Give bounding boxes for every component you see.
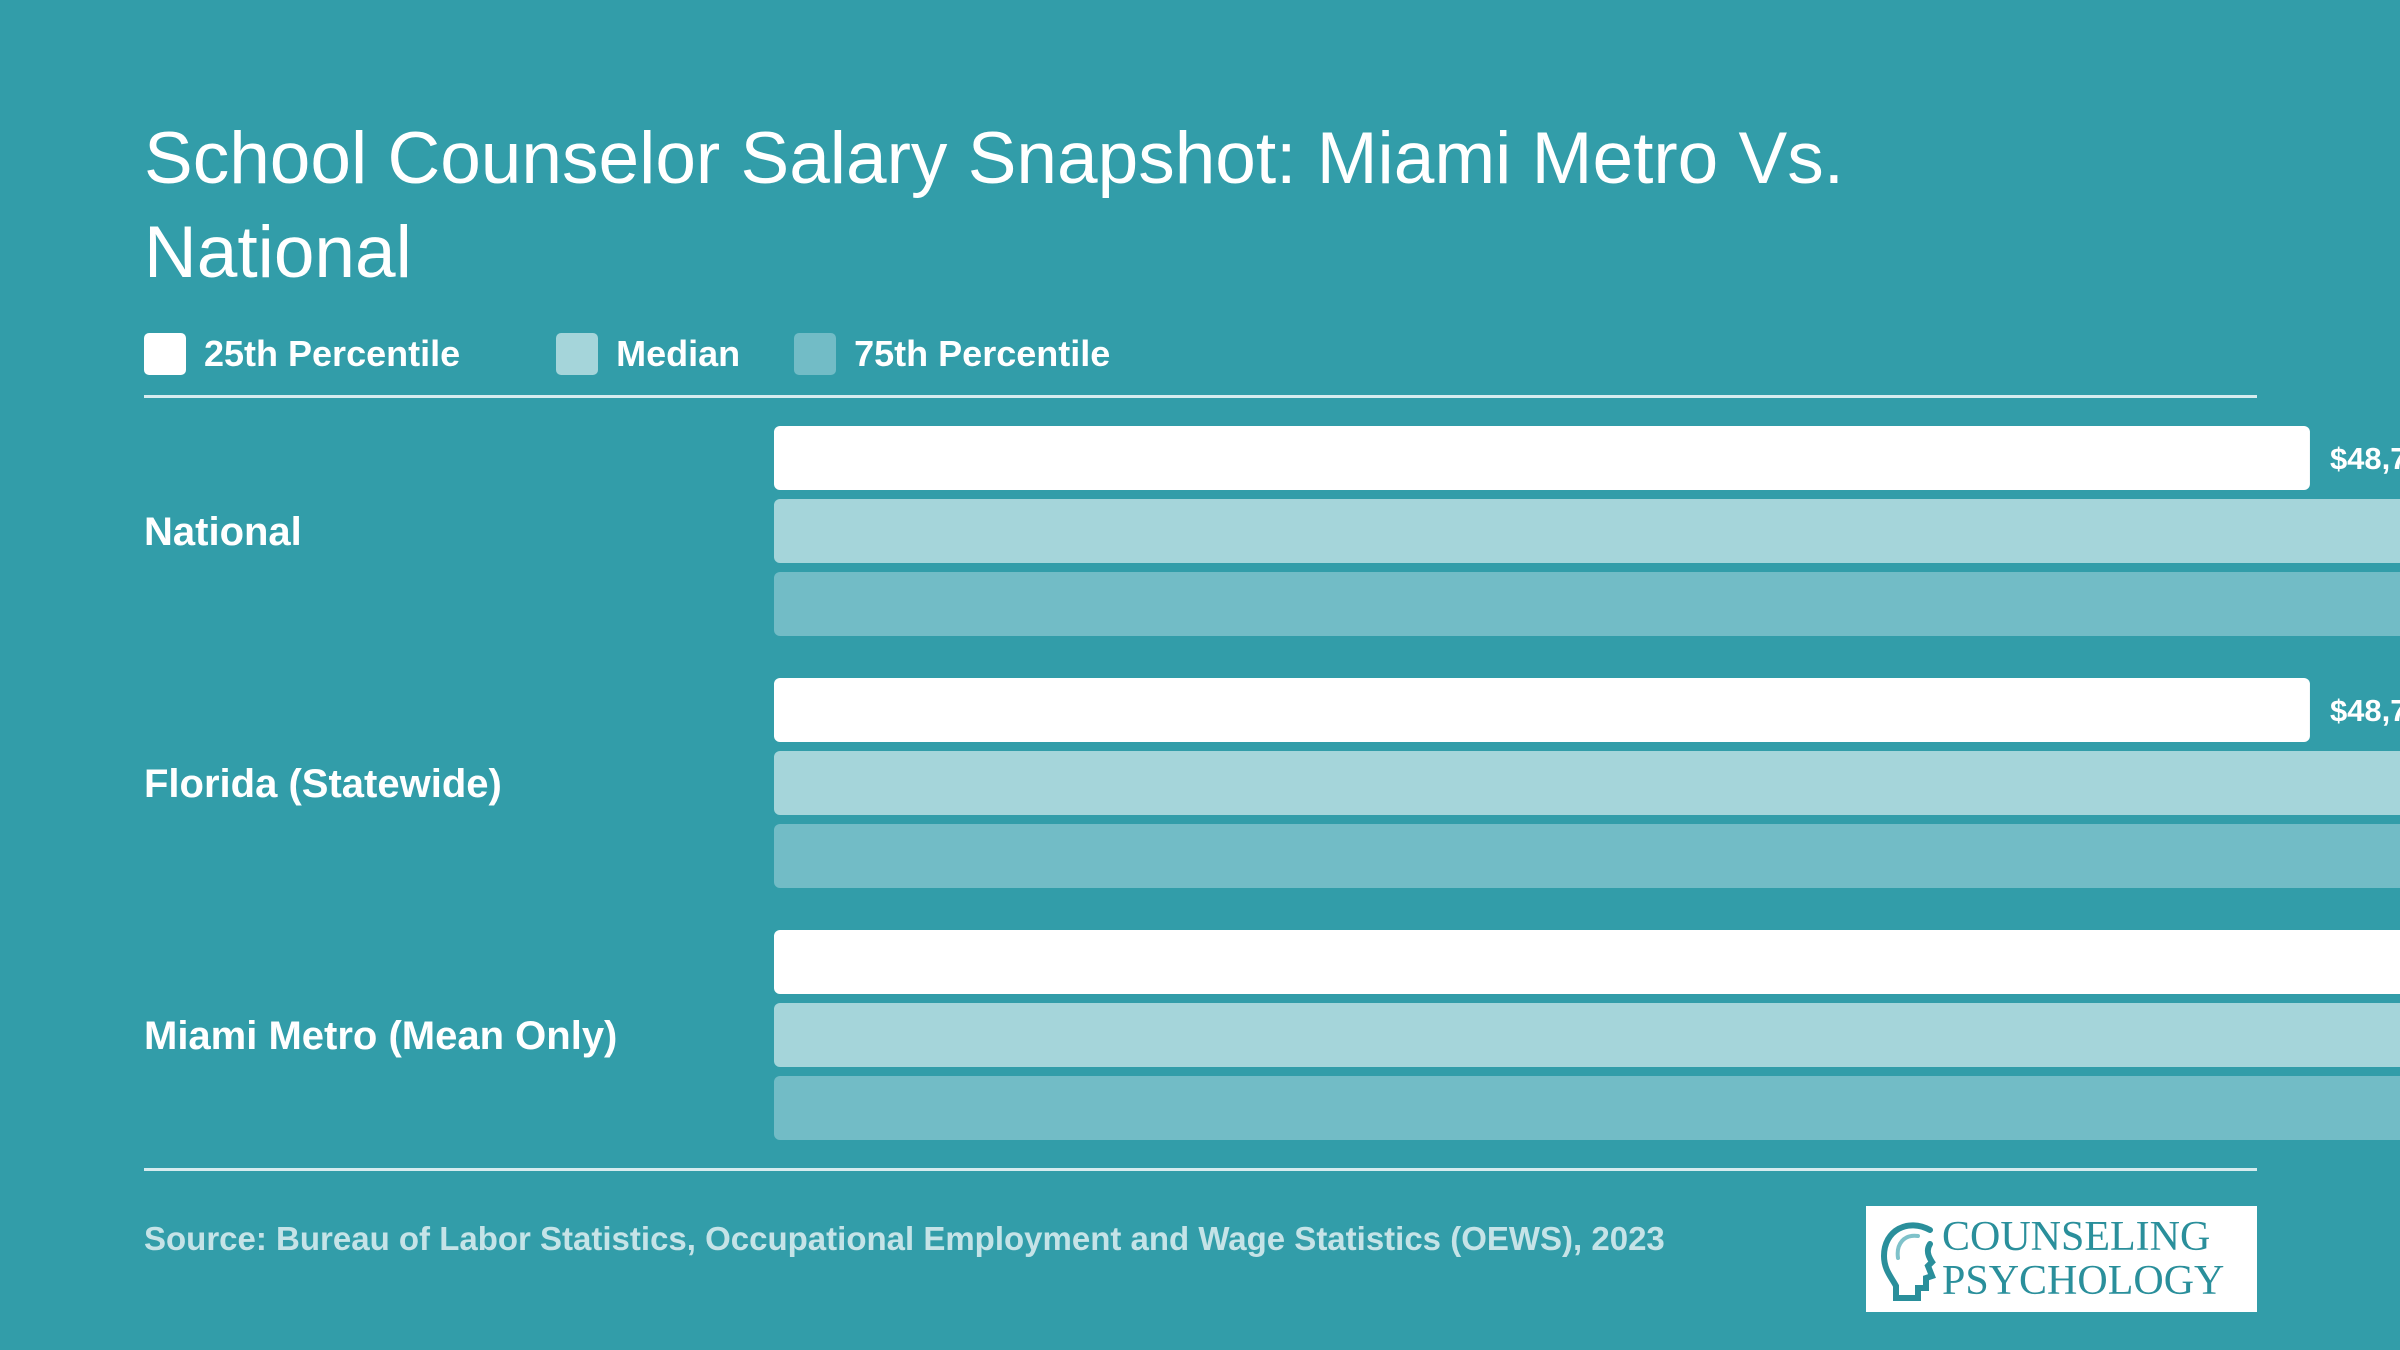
- legend-swatch-25th-percentile: [144, 333, 186, 375]
- bar-miami-metro-mean-only-75th-percentile: [774, 1076, 2400, 1140]
- legend-label-75th-percentile: 75th Percentile: [854, 333, 1111, 374]
- top-divider: [144, 395, 2257, 398]
- bar-florida-statewide-25th-percentile: [774, 678, 2310, 742]
- bar-chart: National$48,760$61,710$78,780Florida (St…: [144, 426, 2400, 1140]
- bar-miami-metro-mean-only-25th-percentile: [774, 930, 2400, 994]
- bar-national-75th-percentile: [774, 572, 2400, 636]
- counseling-psychology-logo: COUNSELING PSYCHOLOGY: [1866, 1206, 2257, 1312]
- head-profile-icon: [1880, 1222, 1936, 1301]
- chart-title: School Counselor Salary Snapshot: Miami …: [144, 118, 1845, 293]
- bar-florida-statewide-median: [774, 751, 2400, 815]
- category-label-florida-statewide: Florida (Statewide): [144, 762, 502, 806]
- legend-item-75th-percentile: 75th Percentile: [794, 333, 1110, 375]
- bar-florida-statewide-75th-percentile: [774, 824, 2400, 888]
- legend-label-median: Median: [616, 333, 741, 374]
- chart-legend: 25th Percentile Median 75th Percentile: [144, 332, 1110, 376]
- legend-swatch-75th-percentile: [794, 333, 837, 375]
- logo-text-psychology: PSYCHOLOGY: [1942, 1258, 2225, 1304]
- bar-national-25th-percentile: [774, 426, 2310, 490]
- data-label-florida-statewide-25th-percentile: $48,760: [2330, 693, 2400, 728]
- bottom-divider: [144, 1168, 2257, 1171]
- category-label-miami-metro-mean-only: Miami Metro (Mean Only): [144, 1014, 617, 1058]
- logo-text-counseling: COUNSELING: [1942, 1214, 2211, 1260]
- legend-swatch-median: [556, 333, 599, 375]
- source-note: Source: Bureau of Labor Statistics, Occu…: [144, 1220, 1665, 1257]
- legend-item-median: Median: [556, 333, 740, 375]
- bar-miami-metro-mean-only-median: [774, 1003, 2400, 1067]
- bar-national-median: [774, 499, 2400, 563]
- category-label-national: National: [144, 510, 302, 554]
- data-label-national-25th-percentile: $48,760: [2330, 441, 2400, 476]
- legend-item-25th-percentile: 25th Percentile: [144, 333, 460, 375]
- legend-label-25th-percentile: 25th Percentile: [204, 333, 461, 374]
